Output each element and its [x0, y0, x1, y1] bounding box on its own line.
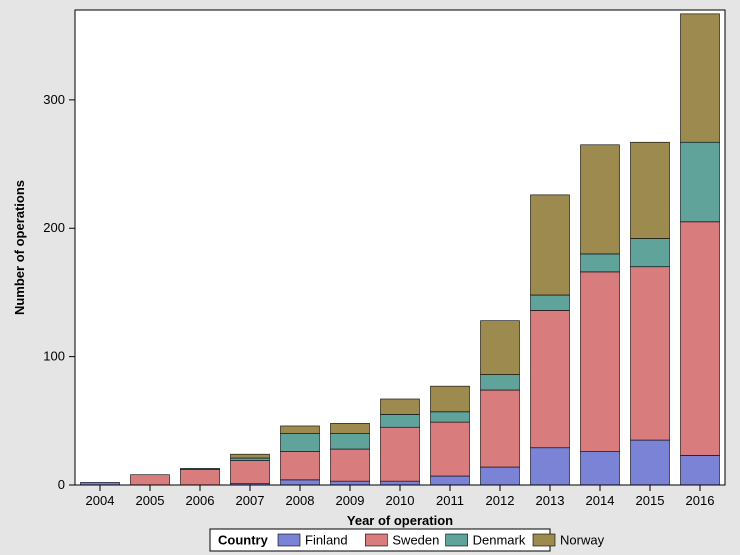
- bar-segment: [181, 470, 220, 485]
- x-tick-label: 2004: [86, 493, 115, 508]
- legend-title: Country: [218, 533, 269, 548]
- chart: 0 100 200 300 Number of operations 2004 2005 20…: [0, 0, 740, 555]
- legend-swatch: [533, 534, 555, 546]
- bar-segment: [681, 222, 720, 456]
- bar-segment: [231, 454, 270, 458]
- bar-segment: [381, 399, 420, 414]
- bar-segment: [381, 427, 420, 481]
- x-axis-title: Year of operation: [347, 513, 453, 528]
- bar-segment: [581, 272, 620, 452]
- x-tick-label: 2007: [236, 493, 265, 508]
- bar-segment: [481, 467, 520, 485]
- bar-segment: [581, 145, 620, 254]
- x-tick-label: 2012: [486, 493, 515, 508]
- y-tick-label: 300: [43, 92, 65, 107]
- bar-segment: [281, 452, 320, 480]
- bar-segment: [531, 195, 570, 295]
- legend-label: Sweden: [392, 533, 439, 548]
- bar-segment: [331, 481, 370, 485]
- x-tick-label: 2016: [686, 493, 715, 508]
- bar-segment: [381, 414, 420, 427]
- bar-segment: [681, 455, 720, 485]
- bar-segment: [631, 142, 670, 238]
- bar-segment: [231, 461, 270, 484]
- y-tick-label: 0: [58, 477, 65, 492]
- bar-segment: [431, 412, 470, 422]
- legend-swatch: [278, 534, 300, 546]
- bar-segment: [281, 480, 320, 485]
- bar-segment: [331, 423, 370, 433]
- bar-segment: [681, 14, 720, 142]
- bar-segment: [631, 440, 670, 485]
- bar-segment: [631, 267, 670, 440]
- legend-label: Norway: [560, 533, 605, 548]
- x-tick-label: 2005: [136, 493, 165, 508]
- legend-swatch: [446, 534, 468, 546]
- legend-label: Denmark: [473, 533, 526, 548]
- bar-segment: [431, 422, 470, 476]
- bar-segment: [481, 375, 520, 390]
- bar-segment: [631, 239, 670, 267]
- bar-segment: [181, 468, 220, 469]
- bar-segment: [481, 390, 520, 467]
- x-tick-label: 2011: [436, 493, 464, 508]
- x-tick-label: 2015: [636, 493, 665, 508]
- y-tick-label: 200: [43, 220, 65, 235]
- bar-segment: [581, 452, 620, 485]
- bar-segment: [281, 434, 320, 452]
- bar-segment: [531, 310, 570, 447]
- x-tick-label: 2008: [286, 493, 315, 508]
- bar-segment: [131, 475, 170, 485]
- bar-segment: [381, 481, 420, 485]
- y-tick-label: 100: [43, 349, 65, 364]
- bar-segment: [431, 476, 470, 485]
- x-tick-label: 2006: [186, 493, 215, 508]
- legend-label: Finland: [305, 533, 348, 548]
- bar-segment: [531, 448, 570, 485]
- x-tick-label: 2009: [336, 493, 365, 508]
- x-tick-label: 2010: [386, 493, 415, 508]
- bar-segment: [331, 434, 370, 449]
- legend-swatch: [365, 534, 387, 546]
- x-tick-label: 2014: [586, 493, 615, 508]
- x-tick-label: 2013: [536, 493, 565, 508]
- bar-segment: [681, 142, 720, 222]
- bar-segment: [331, 449, 370, 481]
- bar-segment: [431, 386, 470, 412]
- bar-segment: [281, 426, 320, 434]
- bar-segment: [231, 458, 270, 461]
- bar-segment: [481, 321, 520, 375]
- bar-segment: [581, 254, 620, 272]
- y-axis-title: Number of operations: [12, 180, 27, 315]
- bar-segment: [531, 295, 570, 310]
